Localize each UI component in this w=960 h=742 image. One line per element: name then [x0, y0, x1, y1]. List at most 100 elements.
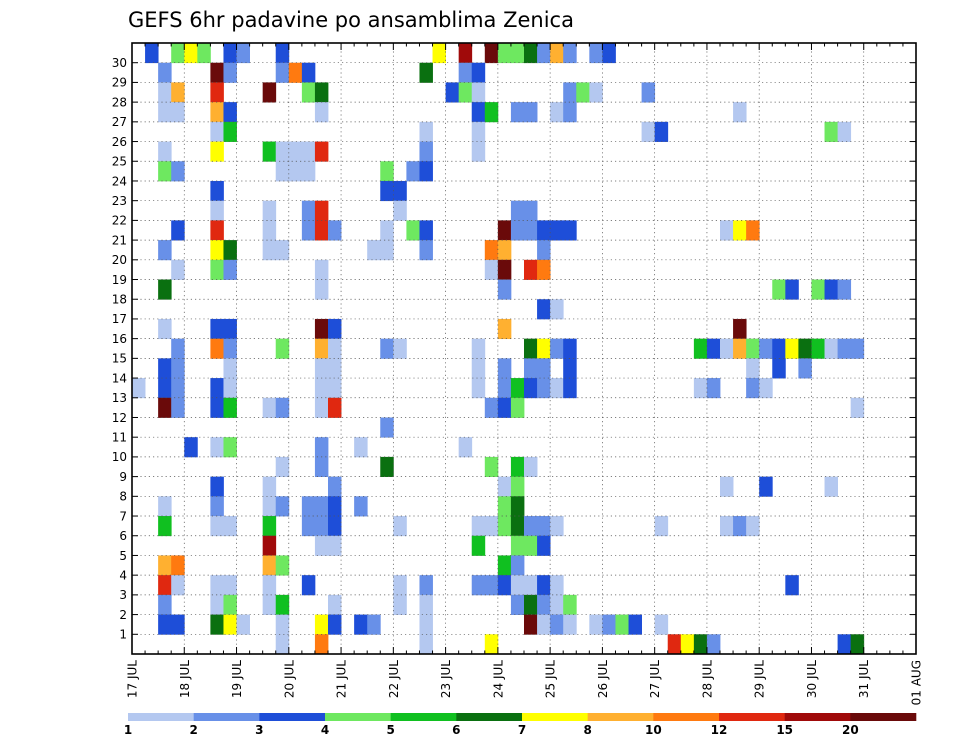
- precip-cell: [746, 516, 760, 537]
- precip-cell: [171, 259, 185, 280]
- precip-cell: [314, 496, 329, 517]
- y-tick-label: 15: [112, 352, 127, 366]
- precip-cell: [563, 594, 577, 615]
- precip-cell: [563, 338, 577, 359]
- precip-cell: [210, 594, 224, 615]
- precip-cell: [720, 338, 734, 359]
- precip-cell: [798, 358, 812, 379]
- precip-cell: [210, 259, 224, 280]
- precip-cell: [275, 240, 290, 261]
- precip-cell: [537, 259, 551, 280]
- precip-cell: [393, 338, 407, 359]
- precip-cell: [328, 220, 342, 241]
- precip-cell: [524, 535, 538, 556]
- precip-cell: [328, 397, 342, 418]
- precip-cell: [301, 496, 316, 517]
- x-tick-label: 19 JUL: [230, 660, 244, 698]
- colorbar-label: 15: [776, 723, 793, 737]
- y-tick-label: 21: [112, 233, 127, 247]
- precip-cell: [236, 614, 250, 635]
- precip-cell: [850, 634, 865, 655]
- precip-cell: [550, 220, 564, 241]
- precip-cell: [550, 614, 564, 635]
- precip-cell: [510, 476, 525, 497]
- precip-cell: [563, 358, 577, 379]
- precip-cell: [471, 102, 486, 123]
- precip-cell: [615, 614, 629, 635]
- precip-cell: [393, 200, 407, 221]
- precip-cell: [406, 220, 420, 241]
- precip-cell: [314, 200, 329, 221]
- precip-cell: [314, 259, 329, 280]
- precip-cell: [171, 220, 185, 241]
- precip-cell: [171, 397, 185, 418]
- y-tick-label: 10: [112, 450, 127, 464]
- precip-cell: [419, 240, 433, 261]
- precip-cell: [328, 358, 342, 379]
- precip-cell: [510, 575, 525, 596]
- precip-cell: [158, 240, 172, 261]
- y-tick-label: 3: [119, 588, 127, 602]
- precip-cell: [589, 82, 603, 103]
- precip-cell: [171, 555, 185, 576]
- precip-cell: [563, 614, 577, 635]
- y-tick-label: 16: [112, 332, 127, 346]
- precip-cell: [628, 614, 642, 635]
- precip-cell: [328, 496, 342, 517]
- precip-cell: [262, 220, 277, 241]
- y-axis-tick-labels: 1234567891011121314151617181920212223242…: [112, 56, 127, 642]
- precip-cell: [210, 220, 224, 241]
- precip-cell: [497, 279, 512, 300]
- precip-cell: [733, 102, 747, 123]
- precip-cell: [746, 220, 760, 241]
- precip-cell: [210, 496, 224, 517]
- precip-cell: [314, 614, 329, 635]
- precip-cell: [484, 634, 499, 655]
- precip-cell: [301, 161, 316, 182]
- colorbar-swatch: [522, 713, 588, 721]
- precip-cell: [497, 240, 512, 261]
- precip-cell: [262, 575, 277, 596]
- precip-cell: [262, 496, 277, 517]
- precip-cell: [471, 535, 486, 556]
- precip-cell: [406, 161, 420, 182]
- precip-cell: [354, 496, 368, 517]
- precip-cell: [223, 397, 237, 418]
- precip-cell: [184, 43, 198, 64]
- precip-cell: [654, 516, 669, 537]
- precip-cell: [158, 279, 172, 300]
- precip-cell: [223, 259, 237, 280]
- precip-cell: [497, 259, 512, 280]
- y-tick-label: 9: [119, 470, 127, 484]
- y-tick-label: 19: [112, 273, 127, 287]
- precipitation-cells: [132, 43, 865, 655]
- colorbar-label: 2: [189, 723, 197, 737]
- precip-cell: [563, 378, 577, 399]
- y-tick-label: 12: [112, 411, 127, 425]
- precip-cell: [471, 121, 486, 142]
- precip-cell: [210, 516, 224, 537]
- precip-cell: [314, 102, 329, 123]
- precip-cell: [785, 279, 799, 300]
- precip-cell: [314, 358, 329, 379]
- precip-cell: [301, 575, 316, 596]
- precip-cell: [550, 43, 564, 64]
- x-tick-label: 29 JUL: [753, 660, 767, 698]
- colorbar-label: 8: [583, 723, 591, 737]
- precip-cell: [262, 397, 277, 418]
- y-tick-label: 29: [112, 76, 127, 90]
- precip-cell: [537, 516, 551, 537]
- precip-cell: [706, 338, 721, 359]
- precip-cell: [484, 456, 499, 478]
- precip-cell: [262, 476, 277, 497]
- precip-cell: [171, 378, 185, 399]
- precip-cell: [328, 594, 342, 615]
- precip-cell: [772, 279, 786, 300]
- precip-cell: [654, 121, 669, 142]
- precip-cell: [223, 378, 237, 399]
- precip-cell: [223, 614, 237, 635]
- precip-cell: [223, 338, 237, 359]
- colorbar-swatch: [259, 713, 326, 721]
- chart-title: GEFS 6hr padavine po ansamblima Zenica: [128, 8, 574, 32]
